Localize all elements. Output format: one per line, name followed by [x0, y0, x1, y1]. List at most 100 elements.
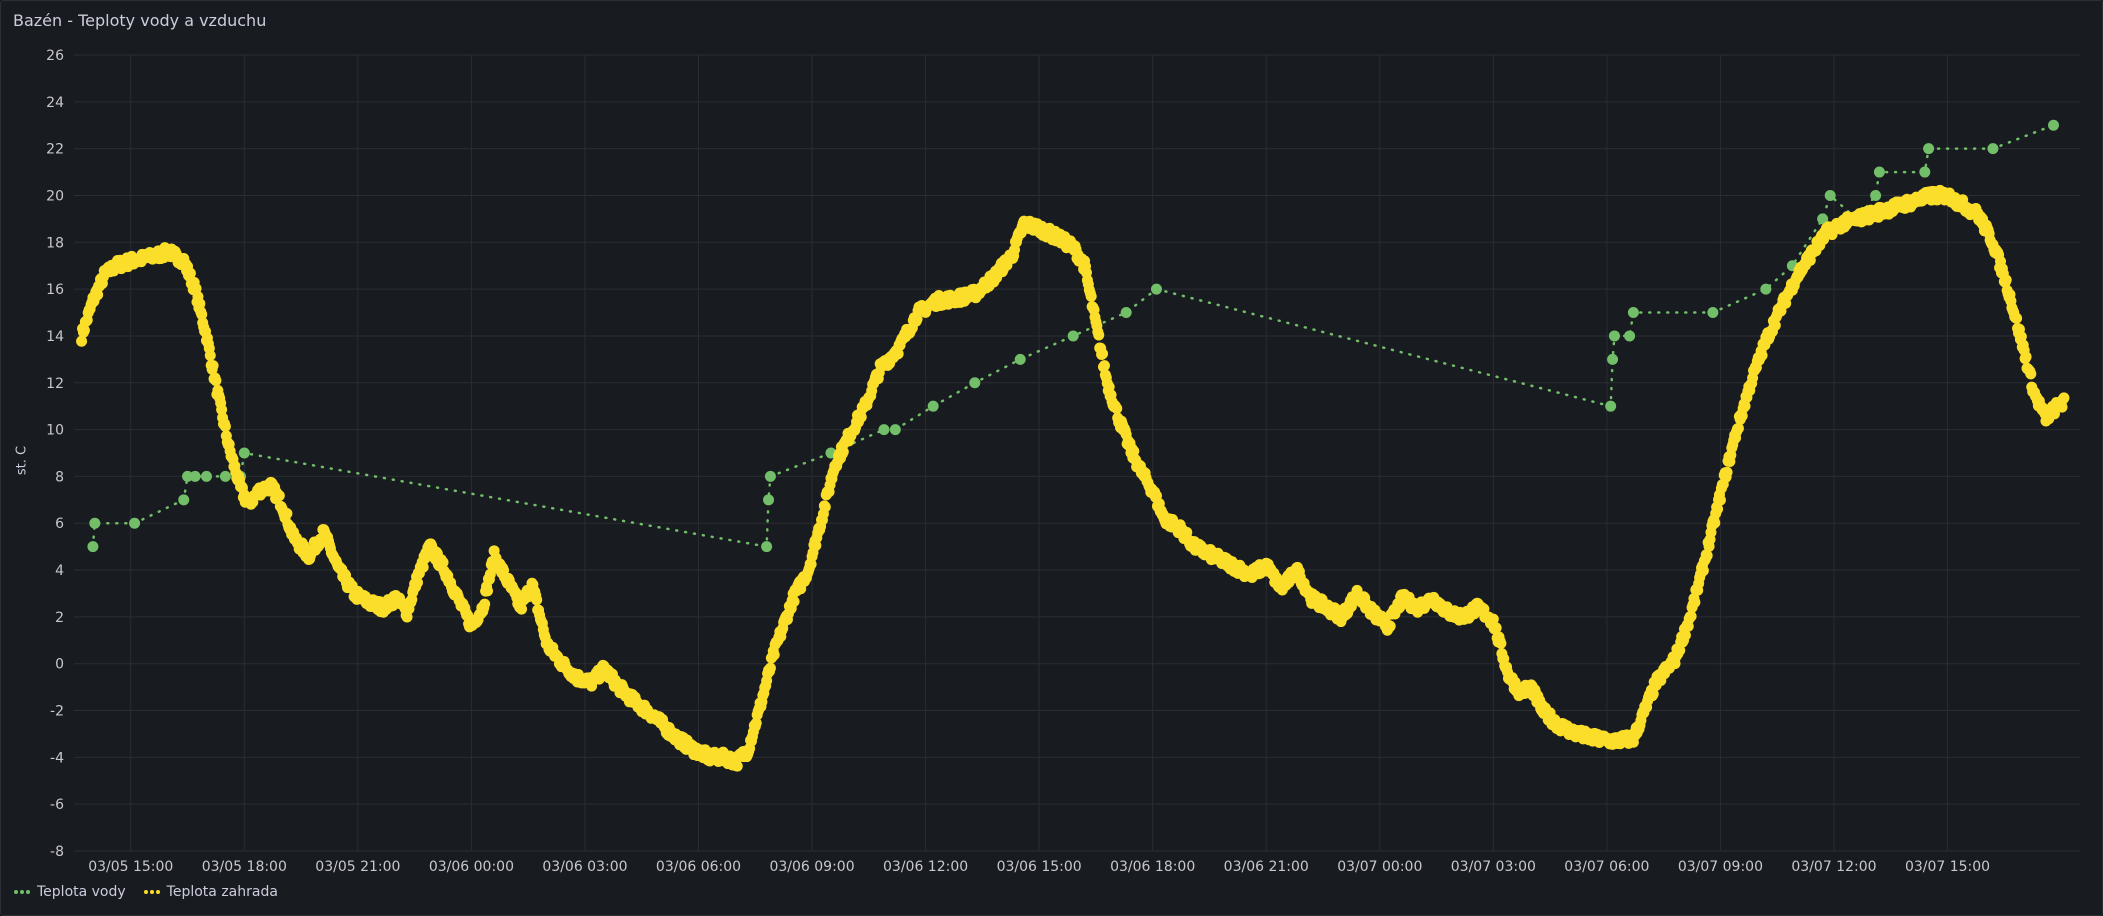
data-point-teplota-zahrada[interactable] [731, 760, 743, 772]
data-point-teplota-vody[interactable] [1605, 400, 1617, 412]
data-point-teplota-zahrada[interactable] [911, 313, 923, 325]
data-point-teplota-zahrada[interactable] [1093, 329, 1105, 341]
data-point-teplota-vody[interactable] [969, 377, 981, 389]
data-point-teplota-vody[interactable] [1824, 189, 1836, 201]
data-point-teplota-vody[interactable] [87, 541, 99, 553]
data-point-teplota-zahrada[interactable] [482, 585, 494, 597]
legend-item-teplota-zahrada[interactable]: Teplota zahrada [143, 884, 278, 900]
data-point-teplota-vody[interactable] [1873, 166, 1885, 178]
data-point-teplota-zahrada[interactable] [768, 649, 780, 661]
data-point-teplota-zahrada[interactable] [184, 267, 196, 279]
data-point-teplota-zahrada[interactable] [1487, 613, 1499, 625]
data-point-teplota-zahrada[interactable] [437, 556, 449, 568]
data-point-teplota-zahrada[interactable] [1384, 620, 1396, 632]
data-point-teplota-vody[interactable] [1987, 143, 1999, 155]
data-point-teplota-zahrada[interactable] [216, 404, 228, 416]
data-point-teplota-zahrada[interactable] [788, 596, 800, 608]
data-point-teplota-zahrada[interactable] [1756, 349, 1768, 361]
data-point-teplota-zahrada[interactable] [78, 324, 90, 336]
data-point-teplota-zahrada[interactable] [204, 349, 216, 361]
data-point-teplota-vody[interactable] [1624, 330, 1636, 342]
data-point-teplota-zahrada[interactable] [210, 375, 222, 387]
data-point-teplota-zahrada[interactable] [1709, 517, 1721, 529]
data-point-teplota-zahrada[interactable] [417, 561, 429, 573]
data-point-teplota-zahrada[interactable] [207, 360, 219, 372]
data-point-teplota-zahrada[interactable] [819, 501, 831, 513]
data-point-teplota-zahrada[interactable] [196, 309, 208, 321]
y-tick-label: -2 [50, 704, 64, 720]
data-point-teplota-zahrada[interactable] [1685, 610, 1697, 622]
data-point-teplota-zahrada[interactable] [1495, 637, 1507, 649]
data-point-teplota-zahrada[interactable] [1712, 503, 1724, 515]
data-point-teplota-vody[interactable] [2048, 119, 2060, 131]
data-point-teplota-zahrada[interactable] [2000, 274, 2012, 286]
data-point-teplota-zahrada[interactable] [2015, 331, 2027, 343]
data-point-teplota-zahrada[interactable] [1098, 360, 1110, 372]
data-point-teplota-zahrada[interactable] [2025, 368, 2037, 380]
data-point-teplota-vody[interactable] [878, 424, 890, 436]
data-point-teplota-zahrada[interactable] [1085, 290, 1097, 302]
data-point-teplota-zahrada[interactable] [837, 446, 849, 458]
data-point-teplota-zahrada[interactable] [281, 507, 293, 519]
data-point-teplota-vody[interactable] [1120, 307, 1132, 319]
data-point-teplota-zahrada[interactable] [1701, 550, 1713, 562]
data-point-teplota-zahrada[interactable] [1679, 629, 1691, 641]
data-point-teplota-vody[interactable] [1014, 353, 1026, 365]
data-point-teplota-zahrada[interactable] [764, 662, 776, 674]
data-point-teplota-vody[interactable] [219, 470, 231, 482]
data-point-teplota-zahrada[interactable] [219, 420, 231, 432]
data-point-teplota-zahrada[interactable] [273, 490, 285, 502]
data-point-teplota-vody[interactable] [1923, 143, 1935, 155]
data-point-teplota-zahrada[interactable] [750, 717, 762, 729]
data-point-teplota-vody[interactable] [1707, 307, 1719, 319]
data-point-teplota-zahrada[interactable] [194, 298, 206, 310]
data-point-teplota-vody[interactable] [1760, 283, 1772, 295]
data-point-teplota-zahrada[interactable] [531, 594, 543, 606]
data-point-teplota-vody[interactable] [200, 470, 212, 482]
data-point-teplota-zahrada[interactable] [1111, 403, 1123, 415]
legend-item-teplota-vody[interactable]: Teplota vody [14, 884, 126, 900]
data-point-teplota-vody[interactable] [89, 517, 101, 529]
data-point-teplota-vody[interactable] [178, 494, 190, 506]
data-point-teplota-vody[interactable] [1150, 283, 1162, 295]
data-point-teplota-zahrada[interactable] [855, 411, 867, 423]
data-point-teplota-vody[interactable] [927, 400, 939, 412]
data-point-teplota-vody[interactable] [1919, 166, 1931, 178]
data-point-teplota-vody[interactable] [1817, 213, 1829, 225]
data-point-teplota-zahrada[interactable] [1674, 644, 1686, 656]
data-point-teplota-zahrada[interactable] [1714, 494, 1726, 506]
data-point-teplota-vody[interactable] [763, 494, 775, 506]
data-point-teplota-vody[interactable] [182, 470, 194, 482]
data-point-teplota-vody[interactable] [1870, 189, 1882, 201]
data-point-teplota-zahrada[interactable] [892, 348, 904, 360]
data-point-teplota-zahrada[interactable] [1739, 400, 1751, 412]
data-point-teplota-vody[interactable] [761, 541, 773, 553]
data-point-teplota-zahrada[interactable] [479, 598, 491, 610]
data-point-teplota-vody[interactable] [764, 470, 776, 482]
data-point-teplota-zahrada[interactable] [1647, 688, 1659, 700]
data-point-teplota-zahrada[interactable] [1732, 422, 1744, 434]
data-point-teplota-zahrada[interactable] [1769, 319, 1781, 331]
data-point-teplota-vody[interactable] [189, 470, 201, 482]
data-point-teplota-vody[interactable] [238, 447, 250, 459]
data-point-teplota-zahrada[interactable] [92, 289, 104, 301]
data-point-teplota-zahrada[interactable] [1097, 348, 1109, 360]
data-point-teplota-zahrada[interactable] [1721, 466, 1733, 478]
data-point-teplota-zahrada[interactable] [76, 335, 88, 347]
data-point-teplota-vody[interactable] [889, 424, 901, 436]
data-point-teplota-vody[interactable] [1607, 353, 1619, 365]
data-point-teplota-vody[interactable] [1608, 330, 1620, 342]
data-point-teplota-zahrada[interactable] [2011, 312, 2023, 324]
data-point-teplota-vody[interactable] [1067, 330, 1079, 342]
data-point-teplota-vody[interactable] [129, 517, 141, 529]
data-point-teplota-zahrada[interactable] [2058, 392, 2070, 404]
data-point-teplota-zahrada[interactable] [516, 603, 528, 615]
data-point-teplota-zahrada[interactable] [1697, 565, 1709, 577]
x-tick-label: 03/07 03:00 [1451, 859, 1536, 875]
data-point-teplota-zahrada[interactable] [1689, 596, 1701, 608]
data-point-teplota-zahrada[interactable] [1490, 622, 1502, 634]
data-point-teplota-zahrada[interactable] [484, 568, 496, 580]
data-point-teplota-zahrada[interactable] [411, 577, 423, 589]
data-point-teplota-vody[interactable] [1627, 307, 1639, 319]
data-point-teplota-zahrada[interactable] [2020, 351, 2032, 363]
